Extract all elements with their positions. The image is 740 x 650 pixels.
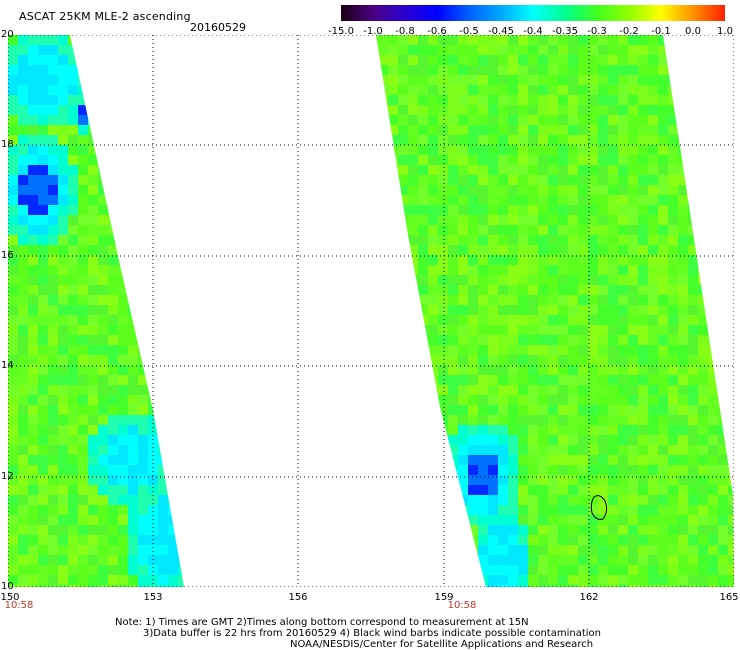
colorbar-label: 0.0 bbox=[685, 26, 701, 37]
longitude-label: 159 bbox=[434, 592, 454, 603]
colorbar-label: -0.5 bbox=[459, 26, 479, 37]
colorbar-label: -15.0 bbox=[328, 26, 354, 37]
latitude-label: 20 bbox=[1, 29, 14, 40]
colorbar-label: -0.35 bbox=[552, 26, 578, 37]
longitude-label: 165 bbox=[719, 592, 739, 603]
latitude-label: 16 bbox=[1, 250, 14, 261]
colorbar-label: -0.8 bbox=[395, 26, 415, 37]
colorbar-label: -0.2 bbox=[619, 26, 639, 37]
latitude-label: 12 bbox=[1, 471, 14, 482]
colorbar-label: 1.0 bbox=[717, 26, 733, 37]
colorbar-label: -0.3 bbox=[587, 26, 607, 37]
swath-right bbox=[376, 35, 734, 587]
latitude-label: 18 bbox=[1, 139, 14, 150]
swath-left bbox=[8, 35, 184, 587]
chart-date: 20160529 bbox=[190, 21, 246, 34]
colorbar-label: -0.4 bbox=[523, 26, 543, 37]
note-line-1: Note: 1) Times are GMT 2)Times along bot… bbox=[115, 617, 529, 628]
swath-time-label: 10:58 bbox=[447, 600, 477, 611]
colorbar-label: -0.1 bbox=[651, 26, 671, 37]
lat-lon-grid bbox=[8, 35, 734, 587]
chart-title: ASCAT 25KM MLE-2 ascending bbox=[19, 10, 191, 23]
note-line-2: 3)Data buffer is 22 hrs from 20160529 4)… bbox=[143, 628, 601, 639]
colorbar bbox=[341, 5, 725, 21]
note-line-3: NOAA/NESDIS/Center for Satellite Applica… bbox=[290, 639, 594, 650]
longitude-label: 156 bbox=[288, 592, 308, 603]
swath-time-label: 10:58 bbox=[4, 600, 34, 611]
colorbar-label: -1.0 bbox=[363, 26, 383, 37]
longitude-label: 162 bbox=[579, 592, 599, 603]
latitude-label: 14 bbox=[1, 360, 14, 371]
latitude-label: 10 bbox=[1, 581, 14, 592]
swath-map bbox=[8, 35, 734, 587]
colorbar-label: -0.6 bbox=[427, 26, 447, 37]
contamination-contour bbox=[590, 495, 608, 520]
longitude-label: 153 bbox=[143, 592, 163, 603]
longitude-label: 150 bbox=[0, 592, 20, 603]
colorbar-gradient bbox=[341, 5, 725, 21]
colorbar-label: -0.45 bbox=[488, 26, 514, 37]
